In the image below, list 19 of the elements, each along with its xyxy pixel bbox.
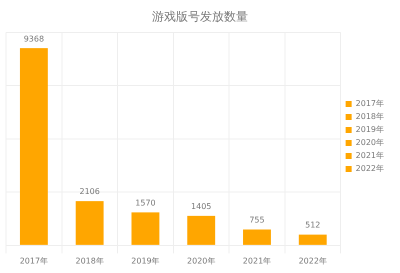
data-label: 1405 [191, 202, 212, 211]
data-label: 755 [249, 216, 265, 225]
legend-label: 2017年 [356, 99, 384, 108]
legend-label: 2019年 [356, 125, 384, 134]
legend-label: 2022年 [356, 164, 384, 174]
data-label: 2106 [79, 187, 100, 196]
data-label: 9368 [24, 34, 44, 44]
x-tick-label: 2020年 [187, 256, 216, 266]
x-tick-label: 2018年 [75, 256, 104, 266]
chart-title: 游戏版号发放数量 [152, 9, 248, 24]
x-tick-label: 2019年 [131, 256, 160, 266]
legend-label: 2021年 [356, 151, 384, 160]
legend-label: 2020年 [356, 138, 384, 148]
x-tick-label: 2022年 [298, 256, 327, 266]
x-tick-label: 2017年 [20, 256, 48, 266]
legend-label: 2018年 [356, 112, 384, 122]
data-label: 512 [305, 220, 320, 230]
x-tick-label: 2021年 [242, 256, 272, 266]
data-label: 1570 [135, 198, 156, 208]
